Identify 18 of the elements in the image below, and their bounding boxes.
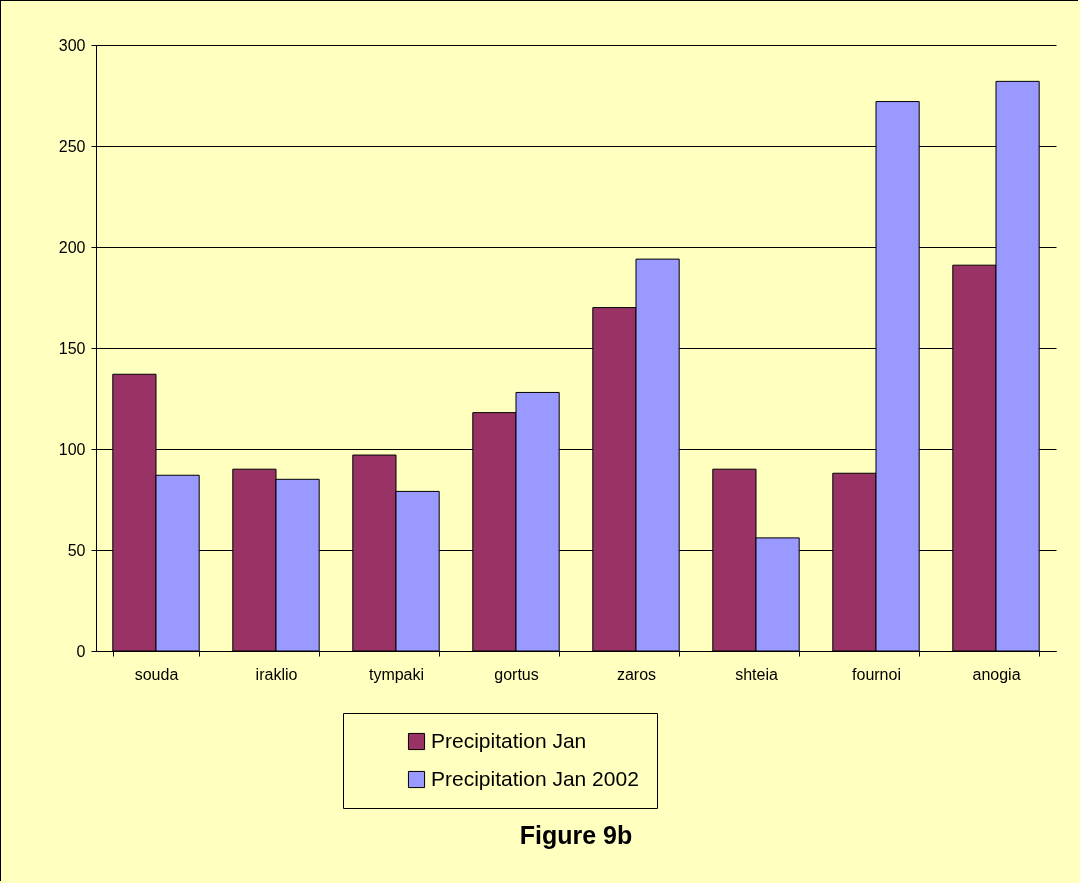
text: Figure 9b bbox=[519, 820, 633, 849]
x-tick-label: fournoi bbox=[852, 665, 901, 683]
y-tick-label: 50 bbox=[67, 541, 86, 559]
y-tick-label: 150 bbox=[58, 339, 86, 357]
x-tick-label: tympaki bbox=[368, 665, 425, 683]
x-tick-label: zaros bbox=[616, 665, 657, 683]
y-tick-label: 100 bbox=[58, 440, 86, 458]
y-tick-label: 250 bbox=[58, 137, 86, 155]
legend-label: Precipitation Jan bbox=[431, 728, 587, 752]
y-tick-label: 300 bbox=[58, 36, 86, 54]
y-tick-label: 0 bbox=[76, 642, 86, 660]
x-tick-label: iraklio bbox=[255, 665, 298, 683]
x-tick-label: souda bbox=[134, 665, 179, 683]
y-tick-label: 200 bbox=[58, 238, 86, 256]
x-tick-label: gortus bbox=[494, 665, 539, 683]
x-tick-label: shteia bbox=[735, 665, 778, 683]
x-tick-label: anogia bbox=[972, 665, 1021, 683]
legend-label: Precipitation Jan 2002 bbox=[431, 766, 639, 790]
